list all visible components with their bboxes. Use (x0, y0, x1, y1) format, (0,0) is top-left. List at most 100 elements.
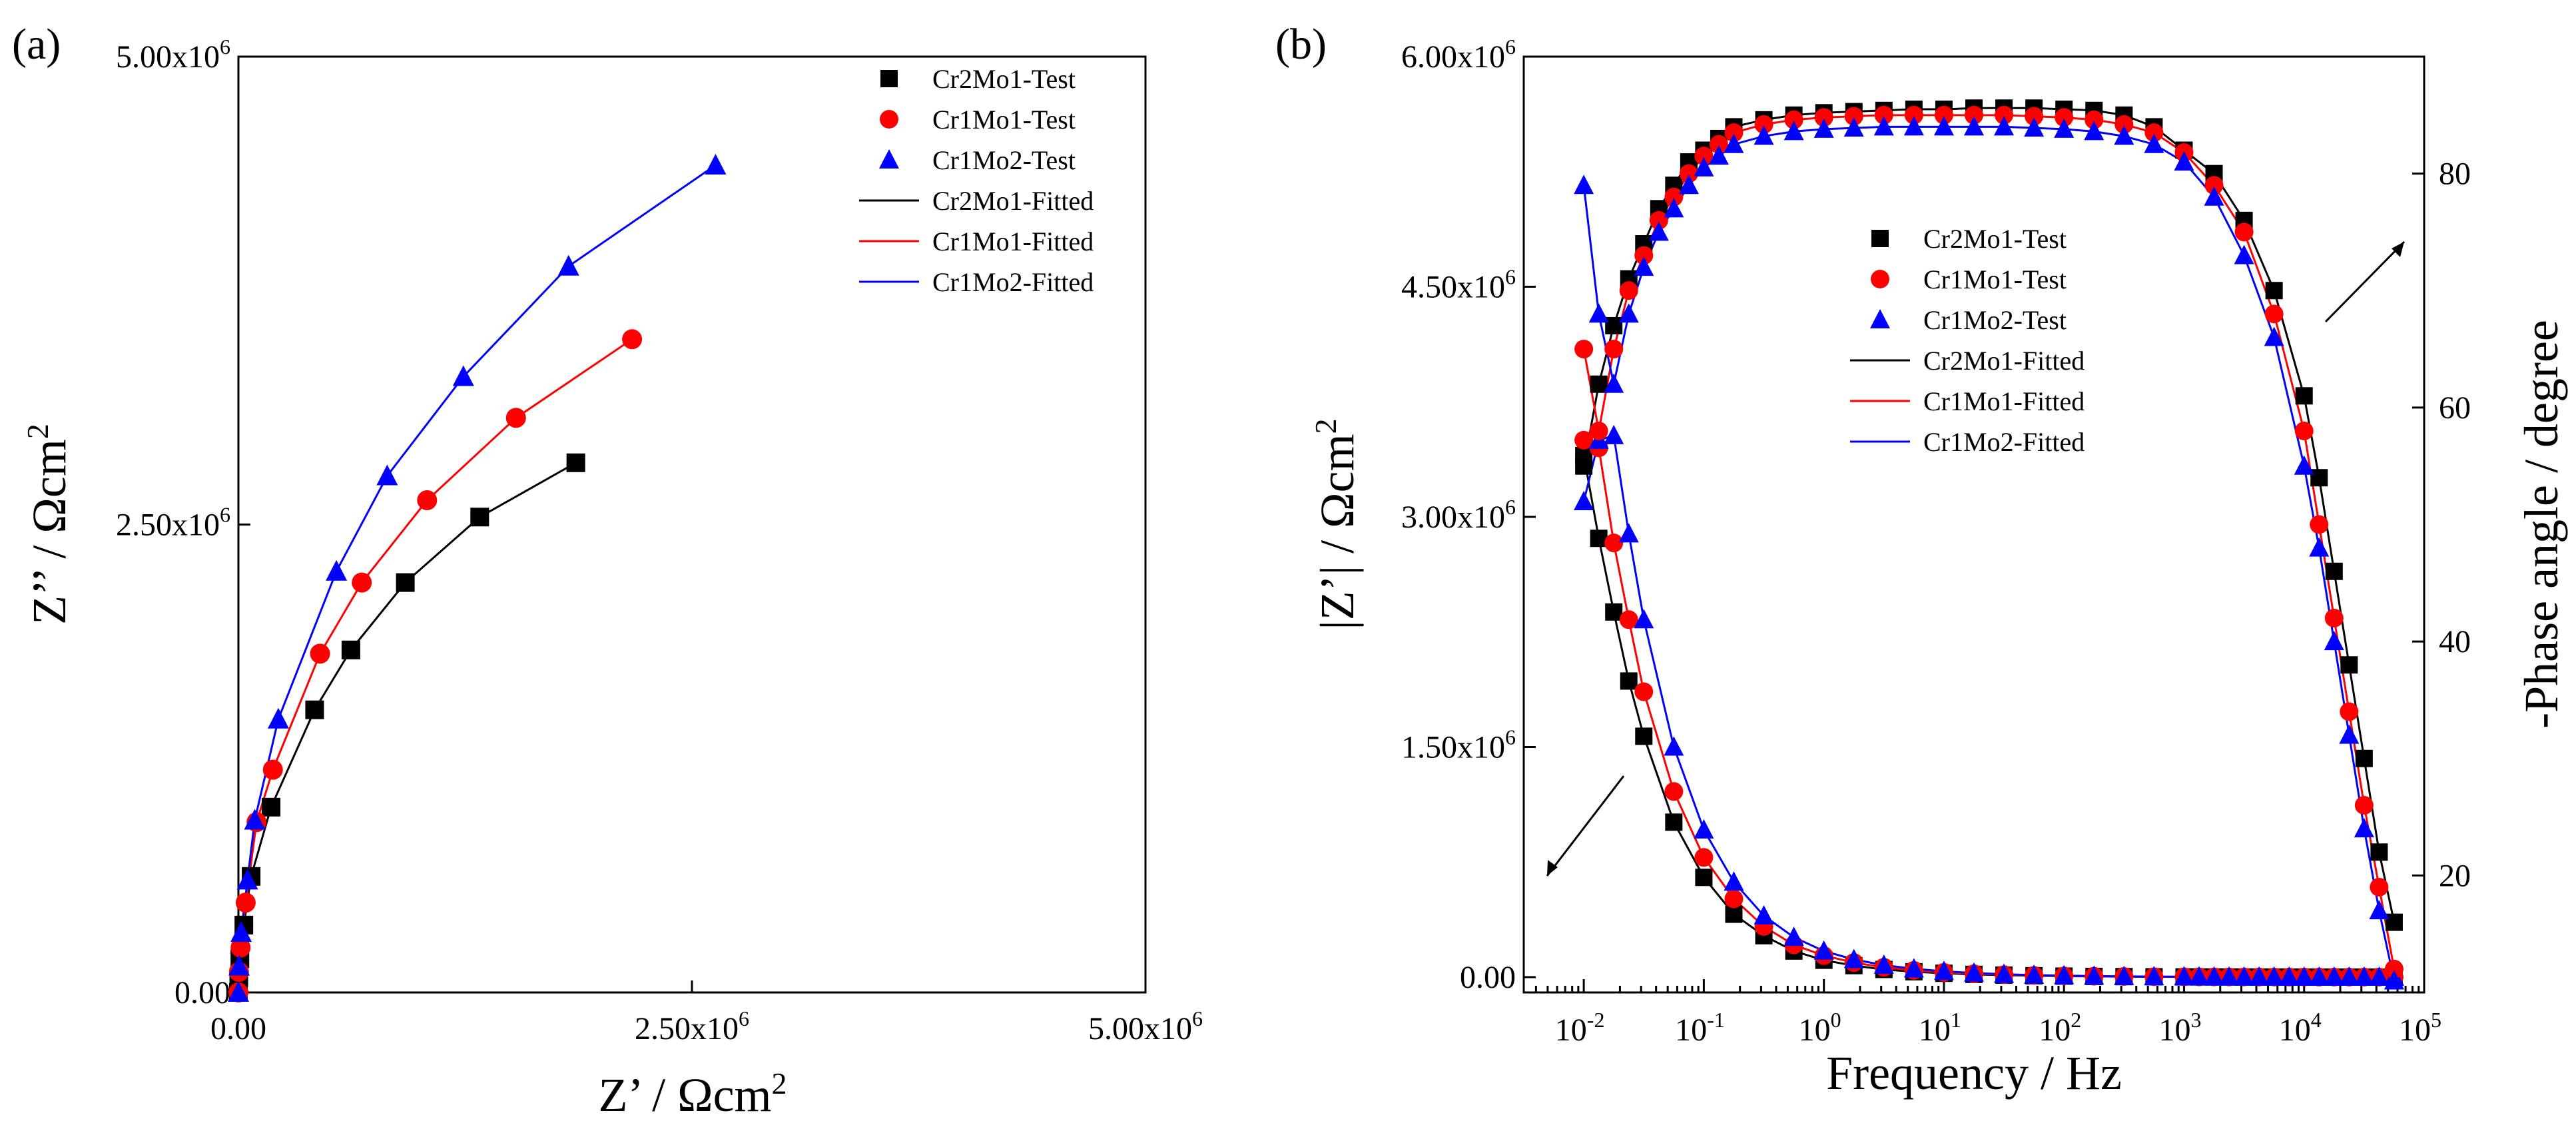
panel-b-phase-point-cr1mo1-test (2055, 108, 2074, 127)
panel-b-impedance-point-cr1mo2-test (1574, 490, 1594, 510)
panel-b-impedance-point-cr1mo1-test (1619, 610, 1638, 629)
panel-b-impedance-point-cr1mo2-test (1964, 962, 1984, 982)
panel-b-phase-point-cr1mo1-test (1634, 246, 1654, 265)
panel-b-phase-point-cr1mo1-test (1784, 110, 1803, 129)
panel-a-legend-marker-cr2mo1-test (880, 70, 898, 87)
panel-b-phase-point-cr1mo2-test (1588, 303, 1609, 323)
panel-b-y-tick-label: 3.00x106 (1401, 495, 1516, 535)
panel-b-phase-point-cr1mo2-test (1694, 157, 1714, 177)
panel-b-impedance-point-cr1mo2-test (2279, 966, 2300, 986)
panel-b-phase-point-cr1mo1-test (1995, 105, 2014, 125)
panel-b-series (1574, 99, 2404, 990)
panel-b-impedance-point-cr2mo1-test (1725, 905, 1743, 923)
panel-b-impedance-fit-cr1mo1-test (1583, 439, 2394, 978)
panel-b-impedance-point-cr2mo1-test (1695, 869, 1713, 887)
panel-b-y2-tick-label: 80 (2439, 157, 2471, 192)
panel-b-plot-frame (1522, 55, 2425, 994)
panel-b-phase-point-cr2mo1-test (2355, 749, 2373, 767)
panel-a-point-cr1mo1-test (352, 572, 372, 593)
panel-b-phase-point-cr2mo1-test (2385, 913, 2403, 931)
panel-b-phase-point-cr1mo2-test (1634, 256, 1654, 276)
panel-b-phase-point-cr2mo1-test (2340, 656, 2358, 674)
panel-a-x-ticks: 0.00 2.50x106 5.00x106 (210, 980, 1203, 1046)
panel-b-impedance-point-cr1mo2-test (1783, 927, 1804, 946)
panel-b-y2-ticks: 20 40 60 80 (2412, 157, 2471, 893)
panel-b-phase-point-cr1mo2-test (1933, 116, 1954, 136)
panel-b-y2-tick-label: 40 (2439, 624, 2471, 659)
panel-b-legend-label-cr1mo1-fitted: Cr1Mo1-Fitted (1923, 386, 2085, 416)
panel-b-phase-point-cr1mo2-test (1873, 116, 1894, 136)
panel-b-phase-point-cr2mo1-test (2370, 843, 2388, 861)
panel-b-impedance-point-cr1mo2-test (1933, 960, 1954, 980)
panel-a-legend-label-cr1mo1-test: Cr1Mo1-Test (932, 105, 1076, 135)
panel-b-phase-point-cr1mo2-test (1964, 116, 1984, 136)
panel-b-impedance-point-cr1mo2-test (2309, 966, 2330, 986)
panel-b-impedance-point-cr1mo2-test (1843, 948, 1864, 968)
panel-b-phase-point-cr1mo1-test (1589, 422, 1608, 440)
panel-b-impedance-point-cr1mo2-test (2114, 965, 2134, 985)
panel-a-nyquist-plot: (a) 0.00 2.50x106 5.00x106 0.00 2.50x106 5.0… (12, 20, 1203, 1122)
panel-a-y-tick-label: 2.50x106 (116, 503, 230, 543)
panel-b-phase-point-cr1mo1-test (1574, 340, 1594, 359)
panel-a-point-cr1mo2-test (452, 365, 474, 386)
panel-b-phase-point-cr1mo1-test (1619, 281, 1638, 300)
panel-a-y-axis-title: Z’’ / Ωcm2 (21, 424, 76, 625)
panel-b-impedance-point-cr1mo2-test (2264, 966, 2284, 986)
panel-b-legend: Cr2Mo1-Test Cr1Mo1-Test Cr1Mo2-Test Cr2Mo1-… (1850, 224, 2085, 457)
panel-a-point-cr2mo1-test (470, 508, 489, 527)
panel-b-y2-tick-label: 20 (2439, 858, 2471, 893)
panel-b-legend-marker-cr1mo1-test (1871, 270, 1889, 288)
panel-b-impedance-point-cr1mo2-test (1618, 523, 1639, 543)
panel-b-phase-point-cr1mo2-test (2204, 186, 2224, 206)
panel-b-phase-point-cr1mo1-test (2114, 115, 2134, 134)
panel-b-phase-point-cr1mo1-test (2354, 796, 2374, 815)
panel-b-phase-point-cr2mo1-test (2310, 469, 2328, 487)
panel-b-phase-point-cr1mo1-test (1724, 123, 1744, 143)
panel-b-phase-point-cr1mo2-test (1604, 373, 1624, 393)
panel-a-point-cr1mo2-test (228, 981, 249, 1002)
panel-b-phase-point-cr1mo2-test (1618, 303, 1639, 323)
panel-b-impedance-point-cr1mo2-test (2204, 966, 2224, 986)
panel-b-phase-point-cr1mo1-test (2144, 123, 2164, 143)
panel-b-impedance-point-cr1mo2-test (1813, 940, 1834, 960)
panel-b-label: (b) (1275, 20, 1327, 69)
panel-b-legend-label-cr1mo2-fitted: Cr1Mo2-Fitted (1923, 427, 2085, 457)
panel-b-phase-point-cr2mo1-test (1575, 457, 1593, 475)
panel-b-phase-point-cr1mo1-test (1754, 115, 1773, 134)
panel-b-phase-point-cr1mo1-test (2384, 959, 2404, 978)
panel-b-impedance-point-cr1mo1-test (1694, 848, 1714, 867)
panel-b-impedance-point-cr2mo1-test (1665, 813, 1683, 831)
panel-b-impedance-point-cr1mo2-test (2054, 964, 2075, 984)
panel-b-phase-point-cr1mo1-test (2204, 176, 2224, 195)
panel-a-legend-marker-cr1mo1-test (880, 110, 898, 129)
panel-b-phase-point-cr1mo2-test (2174, 151, 2194, 171)
panel-b-phase-point-cr1mo1-test (2025, 107, 2044, 126)
panel-b-impedance-point-cr2mo1-test (1635, 727, 1653, 745)
panel-a-legend-label-cr2mo1-test: Cr2Mo1-Test (932, 64, 1076, 94)
panel-b-impedance-point-cr1mo1-test (1664, 782, 1684, 801)
panel-a-point-cr1mo1-test (235, 893, 256, 913)
arrow-to-impedance-axis (1546, 775, 1625, 877)
arrow-to-impedance-axis-head (1547, 860, 1558, 876)
panel-b-phase-point-cr1mo2-test (1813, 118, 1834, 138)
panel-b-x-tick-label: 103 (2158, 1008, 2201, 1048)
panel-a-point-cr1mo2-test (228, 954, 250, 976)
panel-b-phase-point-cr1mo1-test (1679, 164, 1698, 183)
panel-a-point-cr1mo2-test (376, 464, 398, 486)
panel-a-fit-line-cr1mo1-fitted (237, 338, 633, 993)
panel-a-legend-label-cr1mo2-test: Cr1Mo2-Test (932, 145, 1076, 175)
panel-b-x-ticks: 10-2 10-1 100 101 102 103 104 105 (1534, 979, 2441, 1048)
panel-b-impedance-point-cr1mo2-test (1873, 954, 1894, 974)
panel-a-point-cr1mo2-test (326, 560, 348, 581)
panel-a-point-cr1mo1-test (230, 937, 251, 958)
panel-a-legend-label-cr1mo2-fitted: Cr1Mo2-Fitted (932, 267, 1094, 297)
panel-b-y-axis-title: |Z’| / Ωcm2 (1309, 418, 1364, 629)
panel-a-legend-marker-cr1mo2-test (879, 149, 899, 169)
panel-b-impedance-point-cr1mo2-test (2294, 966, 2314, 986)
panel-a-point-cr2mo1-test (305, 700, 324, 719)
panel-b-phase-point-cr1mo2-test (1754, 125, 1774, 145)
panel-b-impedance-point-cr1mo2-test (1604, 424, 1624, 444)
panel-b-y2-axis-title: -Phase angle / degree (2515, 320, 2568, 729)
panel-a-series (228, 153, 727, 1002)
